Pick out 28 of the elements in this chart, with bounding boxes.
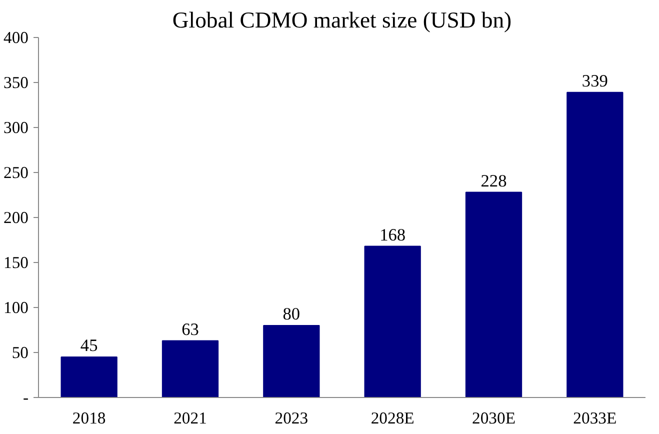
bar xyxy=(263,325,320,398)
x-tick-label: 2033E xyxy=(573,408,617,428)
data-label: 45 xyxy=(80,336,98,355)
x-tick-label: 2030E xyxy=(472,408,516,428)
x-tick-label: 2023 xyxy=(274,408,308,428)
x-tick-label: 2018 xyxy=(72,408,106,428)
data-label: 339 xyxy=(582,71,608,90)
y-tick-label: 50 xyxy=(12,343,28,362)
y-tick-label: 100 xyxy=(4,298,28,317)
bar xyxy=(465,192,522,398)
bar xyxy=(364,246,421,398)
y-tick-label: 250 xyxy=(4,163,28,182)
data-label: 80 xyxy=(282,304,300,324)
bar xyxy=(566,92,624,398)
bar xyxy=(60,356,118,398)
y-tick-label: 400 xyxy=(4,28,28,47)
bar xyxy=(162,340,219,398)
x-tick-label: 2028E xyxy=(370,408,414,428)
y-tick-label: - xyxy=(22,388,28,407)
y-tick-label: 200 xyxy=(4,208,28,227)
y-tick-label: 300 xyxy=(4,118,28,137)
data-label: 63 xyxy=(182,320,199,339)
y-tick-label: 150 xyxy=(4,253,28,272)
chart-title: Global CDMO market size (USD bn) xyxy=(172,8,512,32)
data-label: 168 xyxy=(380,225,406,244)
y-tick-label: 350 xyxy=(4,73,28,92)
x-tick-label: 2021 xyxy=(174,408,207,428)
data-label: 228 xyxy=(480,171,507,190)
